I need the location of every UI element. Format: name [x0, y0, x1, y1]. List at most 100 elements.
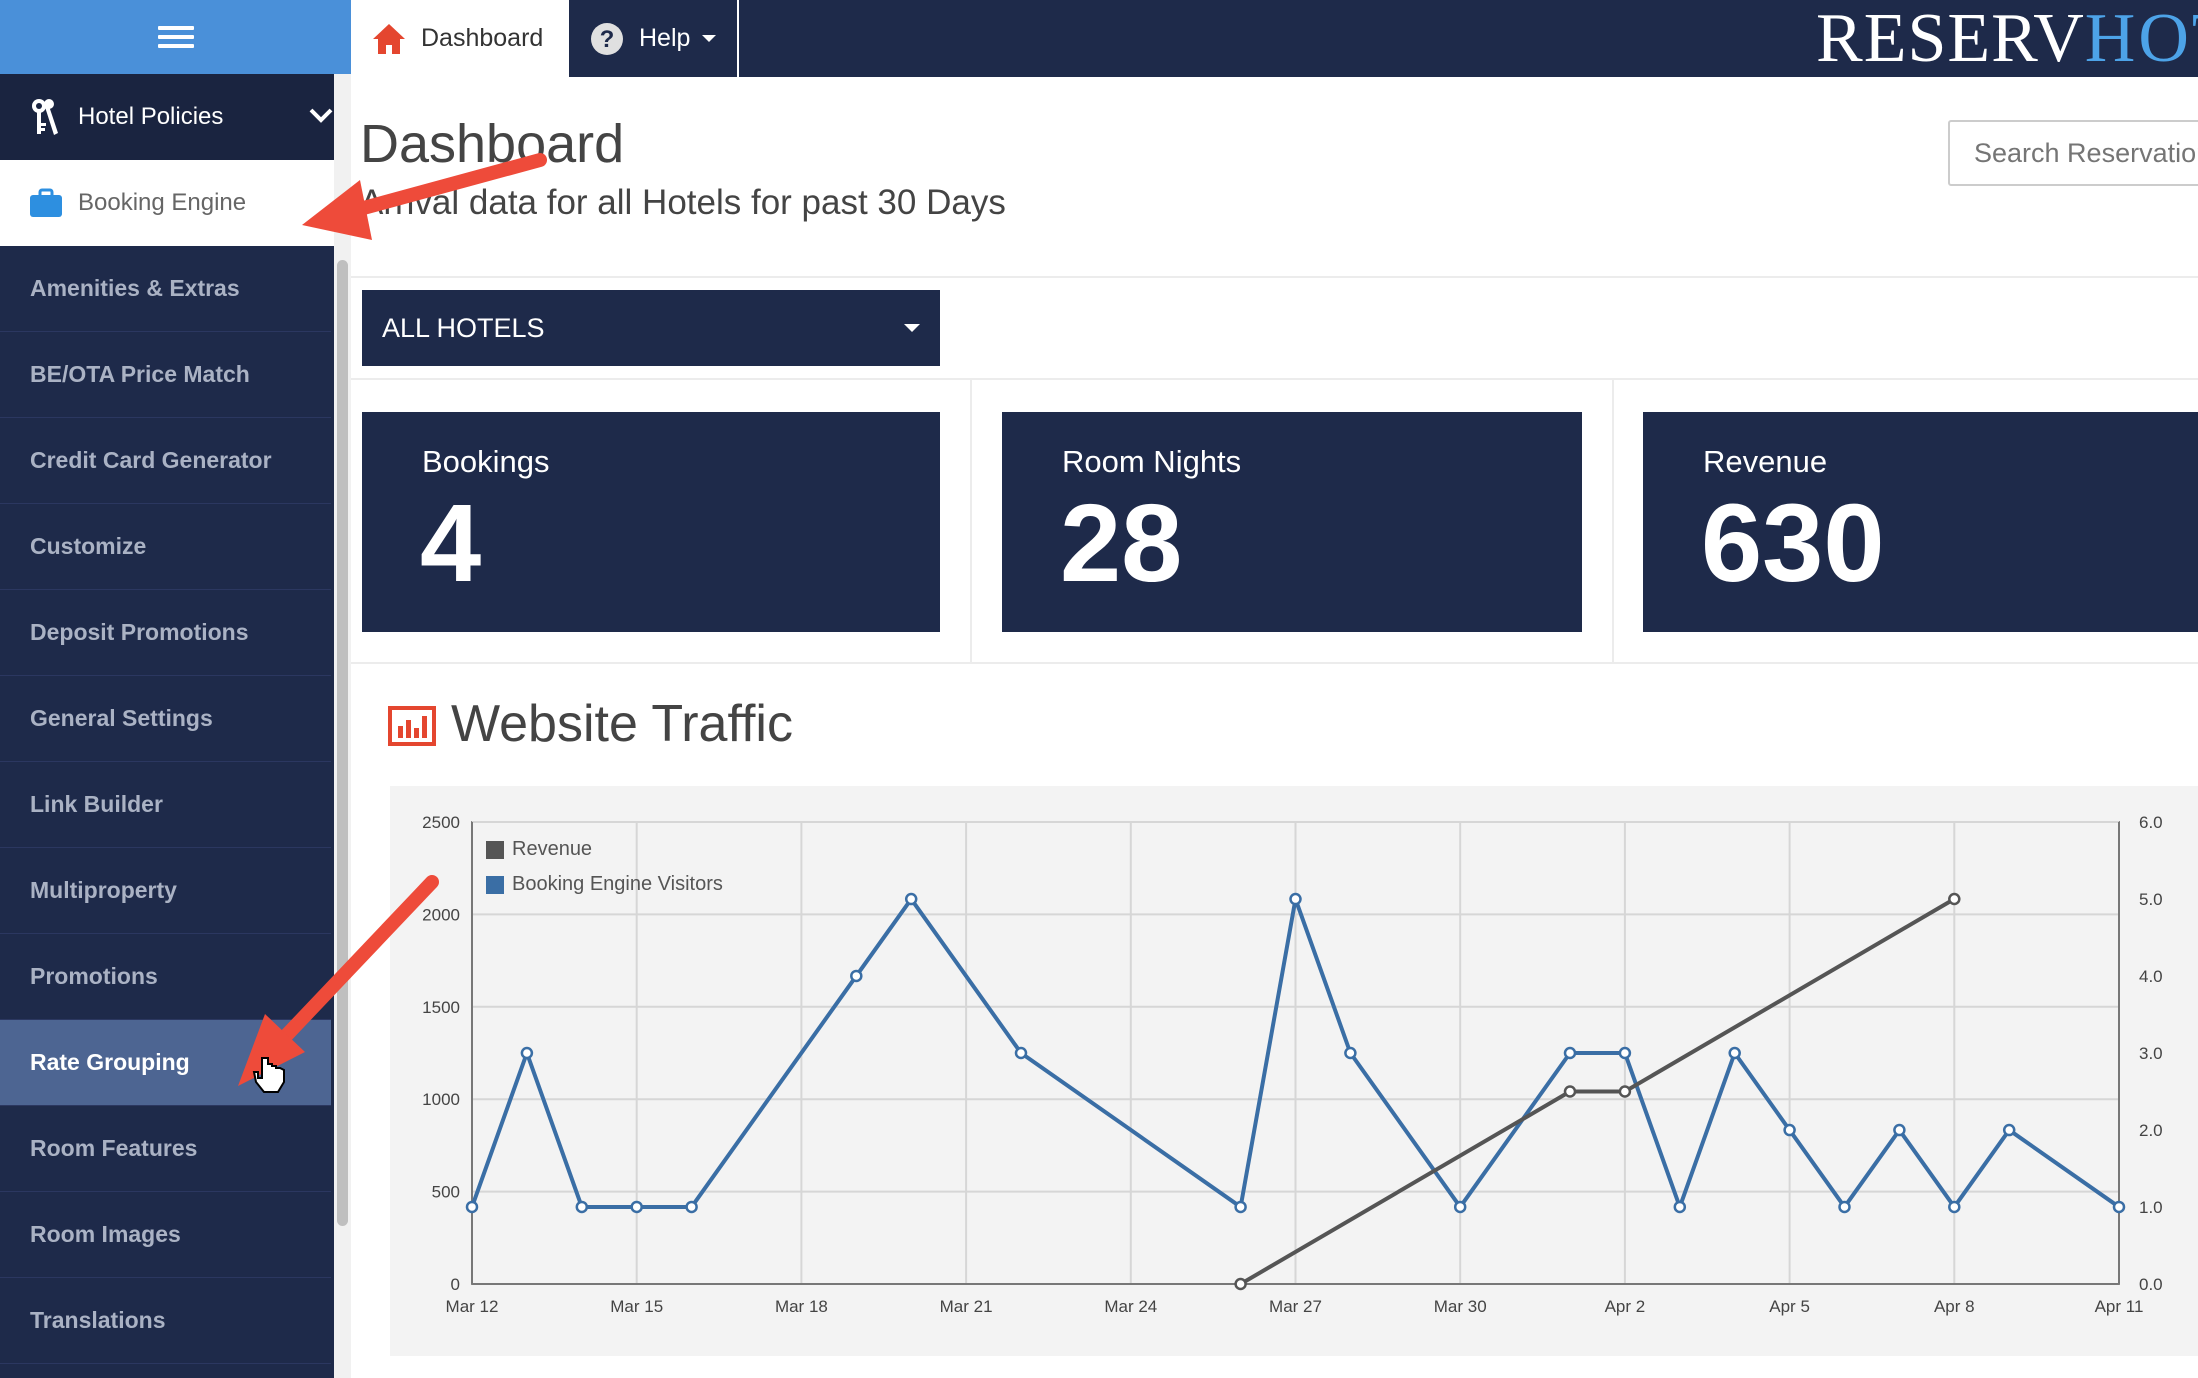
logo-text-reserv: RESERV: [1816, 0, 2085, 77]
tab-label: Help: [639, 24, 691, 52]
sidebar-item-credit-card-generator[interactable]: Credit Card Generator: [0, 418, 331, 504]
tab-help[interactable]: ? Help: [569, 0, 739, 77]
sidebar-item-deposit-promotions[interactable]: Deposit Promotions: [0, 590, 331, 676]
keys-icon: [28, 97, 64, 137]
sidebar-item-label: Hotel Policies: [78, 103, 224, 130]
sidebar-item-amenities[interactable]: Amenities & Extras: [0, 246, 331, 332]
data-point-visitors: [1563, 1046, 1577, 1060]
y-right-tick-label: 1.0: [2139, 1198, 2163, 1217]
sidebar-item-room-features[interactable]: Room Features: [0, 1106, 331, 1192]
divider: [351, 378, 2198, 380]
legend-label: Booking Engine Visitors: [512, 873, 723, 895]
data-point-visitors: [1014, 1046, 1028, 1060]
tab-label: Dashboard: [421, 24, 544, 52]
data-point-revenue: [1563, 1085, 1577, 1098]
data-point-visitors: [1948, 1200, 1961, 1214]
series-line-revenue: [1239, 897, 1956, 1286]
search-reservations-input[interactable]: [1948, 120, 2198, 186]
data-point-visitors: [1618, 1046, 1632, 1060]
sidebar-item-hotel-policies[interactable]: Hotel Policies: [0, 74, 336, 160]
data-point-visitors: [685, 1200, 698, 1214]
stat-card-revenue: Revenue 630: [1643, 412, 2198, 632]
x-tick-label: Mar 15: [610, 1297, 663, 1316]
sidebar-item-label: Booking Engine: [78, 189, 247, 216]
stat-value: 28: [1060, 482, 1183, 605]
x-tick-label: Apr 8: [1934, 1297, 1975, 1316]
data-point-revenue: [1234, 1277, 1247, 1291]
sidebar-item-general-settings[interactable]: General Settings: [0, 676, 331, 762]
y-right-tick-label: 5.0: [2139, 890, 2163, 909]
caret-down-icon: [702, 35, 717, 42]
sidebar-item-booking-engine[interactable]: Booking Engine: [0, 160, 336, 246]
page-title: Dashboard: [360, 114, 625, 174]
tab-dashboard[interactable]: Dashboard: [351, 0, 569, 77]
sidebar-item-customize[interactable]: Customize: [0, 504, 331, 590]
data-point-visitors: [1344, 1046, 1357, 1060]
x-tick-label: Apr 11: [2095, 1297, 2144, 1316]
divider: [351, 662, 2198, 664]
sidebar-item-room-images[interactable]: Room Images: [0, 1192, 331, 1278]
data-point-visitors: [2002, 1123, 2016, 1137]
stat-card-room-nights: Room Nights 28: [1002, 412, 1582, 632]
chevron-down-icon: [309, 108, 333, 123]
menu-toggle-button[interactable]: [0, 0, 351, 74]
data-point-visitors: [1728, 1046, 1741, 1060]
sidebar-scrollbar-thumb[interactable]: [337, 260, 348, 1226]
y-right-tick-label: 4.0: [2139, 967, 2163, 986]
svg-text:?: ?: [600, 26, 615, 53]
sidebar-item-rate-grouping[interactable]: Rate Grouping: [0, 1020, 331, 1106]
stat-label: Revenue: [1703, 444, 1828, 479]
divider: [1612, 380, 1614, 662]
series-line-booking-engine-visitors: [470, 897, 2121, 1209]
x-tick-label: Apr 2: [1605, 1297, 1646, 1316]
website-traffic-chart: 0 500 1000 1500 2000 2500 0.0 1.0 2.0 3.0 4.0 5.0 6.…: [390, 786, 2198, 1356]
legend-item-visitors: Booking Engine Visitors: [486, 873, 723, 896]
y-left-tick-label: 2500: [422, 813, 460, 832]
data-point-revenue: [1618, 1085, 1632, 1098]
data-point-visitors: [1289, 892, 1302, 906]
legend-item-revenue: Revenue: [486, 838, 592, 861]
y-left-tick-label: 1500: [422, 998, 460, 1017]
sidebar-item-price-match[interactable]: BE/OTA Price Match: [0, 332, 331, 418]
y-right-tick-label: 3.0: [2139, 1044, 2163, 1063]
top-navbar: Dashboard ? Help RESERV HOTEL: [351, 0, 2198, 77]
stat-value: 630: [1701, 482, 1885, 605]
data-point-visitors: [904, 892, 918, 906]
sidebar-item-translations[interactable]: Translations: [0, 1278, 331, 1364]
y-right-tick-label: 2.0: [2139, 1121, 2163, 1140]
y-left-tick-label: 0: [451, 1275, 460, 1294]
data-point-visitors: [1234, 1200, 1247, 1214]
data-point-visitors: [1838, 1200, 1851, 1214]
divider: [970, 380, 972, 662]
briefcase-icon: [30, 188, 62, 217]
y-left-tick-label: 500: [432, 1183, 460, 1202]
hamburger-icon: [157, 26, 194, 48]
sidebar-item-multiproperty[interactable]: Multiproperty: [0, 848, 331, 934]
brand-logo: RESERV HOTEL: [1816, 0, 2198, 77]
legend-label: Revenue: [512, 838, 593, 860]
legend-swatch: [486, 840, 504, 859]
sidebar-item-link-builder[interactable]: Link Builder: [0, 762, 331, 848]
y-right-tick-label: 0.0: [2139, 1275, 2163, 1294]
x-tick-label: Apr 5: [1769, 1297, 1810, 1316]
data-point-visitors: [1453, 1200, 1467, 1214]
sidebar-item-promotions[interactable]: Promotions: [0, 934, 331, 1020]
stat-label: Room Nights: [1062, 444, 1242, 479]
data-point-visitors: [630, 1200, 643, 1214]
y-right-tick-label: 6.0: [2139, 813, 2163, 832]
hotel-select-dropdown[interactable]: ALL HOTELS: [362, 290, 940, 366]
data-point-visitors: [575, 1200, 589, 1214]
page-subtitle: Arrival data for all Hotels for past 30 …: [360, 183, 1006, 222]
data-point-visitors: [1893, 1123, 1906, 1137]
data-point-visitors: [1783, 1123, 1796, 1137]
data-point-visitors: [1673, 1200, 1687, 1214]
divider: [351, 276, 2198, 278]
data-point-visitors: [2112, 1200, 2126, 1214]
data-point-visitors: [465, 1200, 479, 1214]
sidebar: Hotel Policies Booking Engine Amenities …: [0, 0, 351, 1378]
legend-swatch: [486, 875, 504, 894]
sidebar-menu: Amenities & Extras BE/OTA Price Match Cr…: [0, 246, 331, 1364]
caret-down-icon: [904, 324, 920, 332]
x-tick-label: Mar 24: [1104, 1297, 1157, 1316]
